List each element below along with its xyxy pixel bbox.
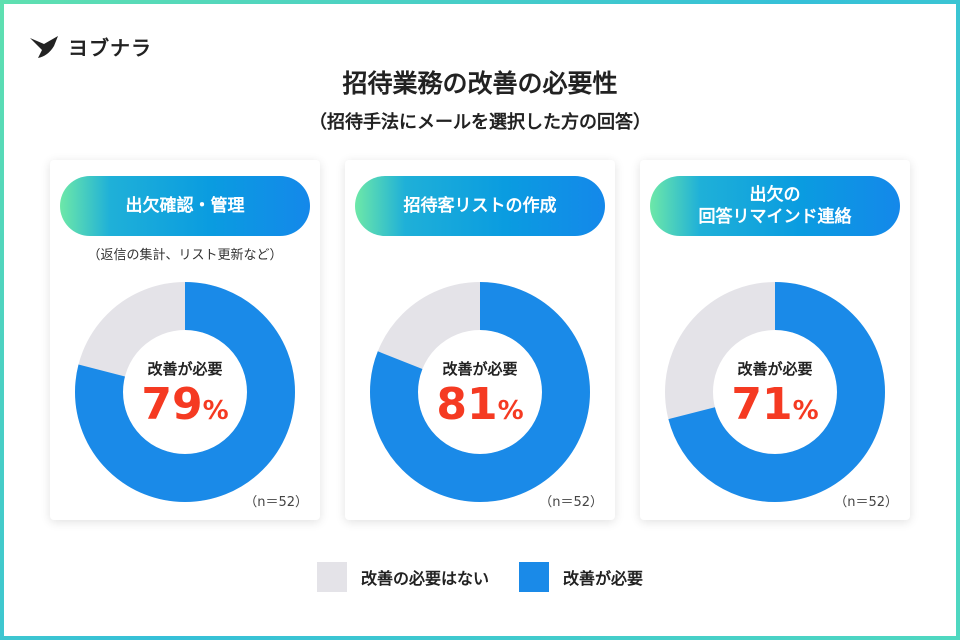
center-value: 81% bbox=[436, 379, 524, 430]
legend-swatch bbox=[519, 562, 549, 592]
value-number: 81 bbox=[436, 379, 498, 430]
center-caption: 改善が必要 bbox=[737, 360, 813, 378]
sample-size: （n＝52） bbox=[834, 495, 898, 510]
chart-title: 招待業務の改善の必要性 bbox=[342, 69, 618, 98]
center-caption: 改善が必要 bbox=[147, 360, 223, 378]
center-label: 改善が必要 79% bbox=[50, 358, 320, 437]
slice-need bbox=[75, 282, 295, 502]
legend: 改善の必要はない 改善が必要 bbox=[0, 562, 960, 592]
donut-chart bbox=[75, 282, 295, 502]
center-caption: 改善が必要 bbox=[442, 360, 518, 378]
legend-label: 改善の必要はない bbox=[360, 569, 489, 588]
chart-subtitle: （招待手法にメールを選択した方の回答） bbox=[309, 112, 651, 133]
donut-chart bbox=[665, 282, 885, 502]
sample-size: （n＝52） bbox=[244, 495, 308, 510]
donut-card: 招待客リストの作成 改善が必要 81% （n＝52） bbox=[345, 160, 615, 520]
category-pill: 招待客リストの作成 bbox=[355, 176, 605, 236]
legend-item-no-need: 改善の必要はない bbox=[316, 562, 489, 592]
value-number: 79 bbox=[141, 379, 203, 430]
category-pill: 出欠確認・管理 bbox=[60, 176, 310, 236]
sample-size: （n＝52） bbox=[539, 495, 603, 510]
logo: ヨブナラ bbox=[30, 32, 152, 61]
category-note: （返信の集計、リスト更新など） bbox=[87, 248, 283, 263]
category-pill: 出欠の 回答リマインド連絡 bbox=[650, 176, 900, 236]
value-number: 71 bbox=[731, 379, 793, 430]
slice-need bbox=[370, 282, 590, 502]
brand-name: ヨブナラ bbox=[68, 36, 152, 60]
donut-chart bbox=[370, 282, 590, 502]
center-value: 71% bbox=[731, 379, 819, 430]
legend-label: 改善が必要 bbox=[563, 569, 644, 588]
bird-logo-icon bbox=[30, 35, 58, 58]
center-label: 改善が必要 71% bbox=[640, 358, 910, 437]
slice-need bbox=[665, 282, 885, 502]
center-label: 改善が必要 81% bbox=[345, 358, 615, 437]
legend-swatch bbox=[316, 562, 347, 592]
center-value: 79% bbox=[141, 379, 229, 430]
legend-item-need: 改善が必要 bbox=[519, 562, 643, 592]
donut-card: 出欠確認・管理 （返信の集計、リスト更新など） 改善が必要 79% （n＝52） bbox=[50, 160, 320, 520]
donut-card: 出欠の 回答リマインド連絡 改善が必要 71% （n＝52） bbox=[640, 160, 910, 520]
